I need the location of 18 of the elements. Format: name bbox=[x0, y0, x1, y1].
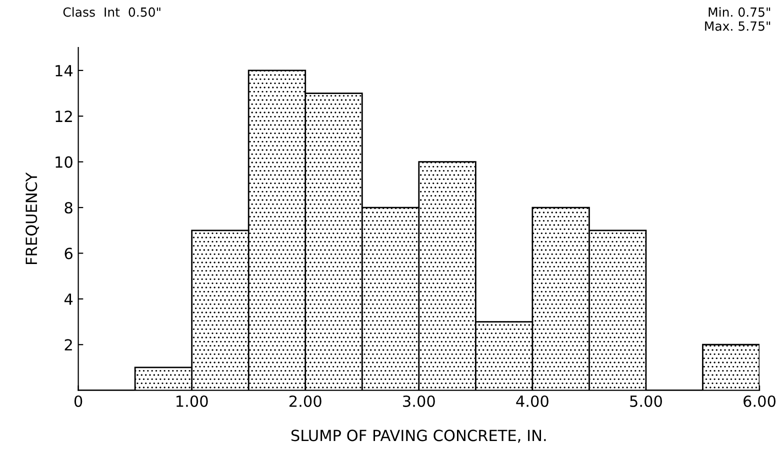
x-tick-label: 6.00 bbox=[744, 395, 776, 408]
x-tick-label: 0 bbox=[74, 395, 82, 408]
text: Class Int 0.50" bbox=[63, 7, 160, 17]
y-tick-label: 12 bbox=[56, 110, 72, 122]
y-tick-label: 2 bbox=[64, 339, 72, 350]
y-tick-label: 6 bbox=[64, 248, 72, 260]
text: Min. 0.75" Max. 5.75" bbox=[705, 7, 770, 31]
y-tick-label: 4 bbox=[64, 294, 73, 305]
x-tick-label: 2.00 bbox=[289, 395, 322, 408]
y-axis-title: FREQUENCY bbox=[26, 172, 39, 264]
x-tick-label: 3.00 bbox=[403, 395, 435, 408]
x-axis-title: SLUMP OF PAVING CONCRETE, IN. bbox=[291, 430, 546, 443]
y-tick-label: 8 bbox=[64, 202, 72, 214]
x-tick-label: 5.00 bbox=[630, 395, 662, 408]
y-tick-label: 10 bbox=[56, 156, 72, 168]
y-tick-label: 14 bbox=[56, 65, 73, 76]
x-tick-label: 1.00 bbox=[176, 395, 208, 408]
x-tick-label: 4.00 bbox=[516, 395, 548, 408]
